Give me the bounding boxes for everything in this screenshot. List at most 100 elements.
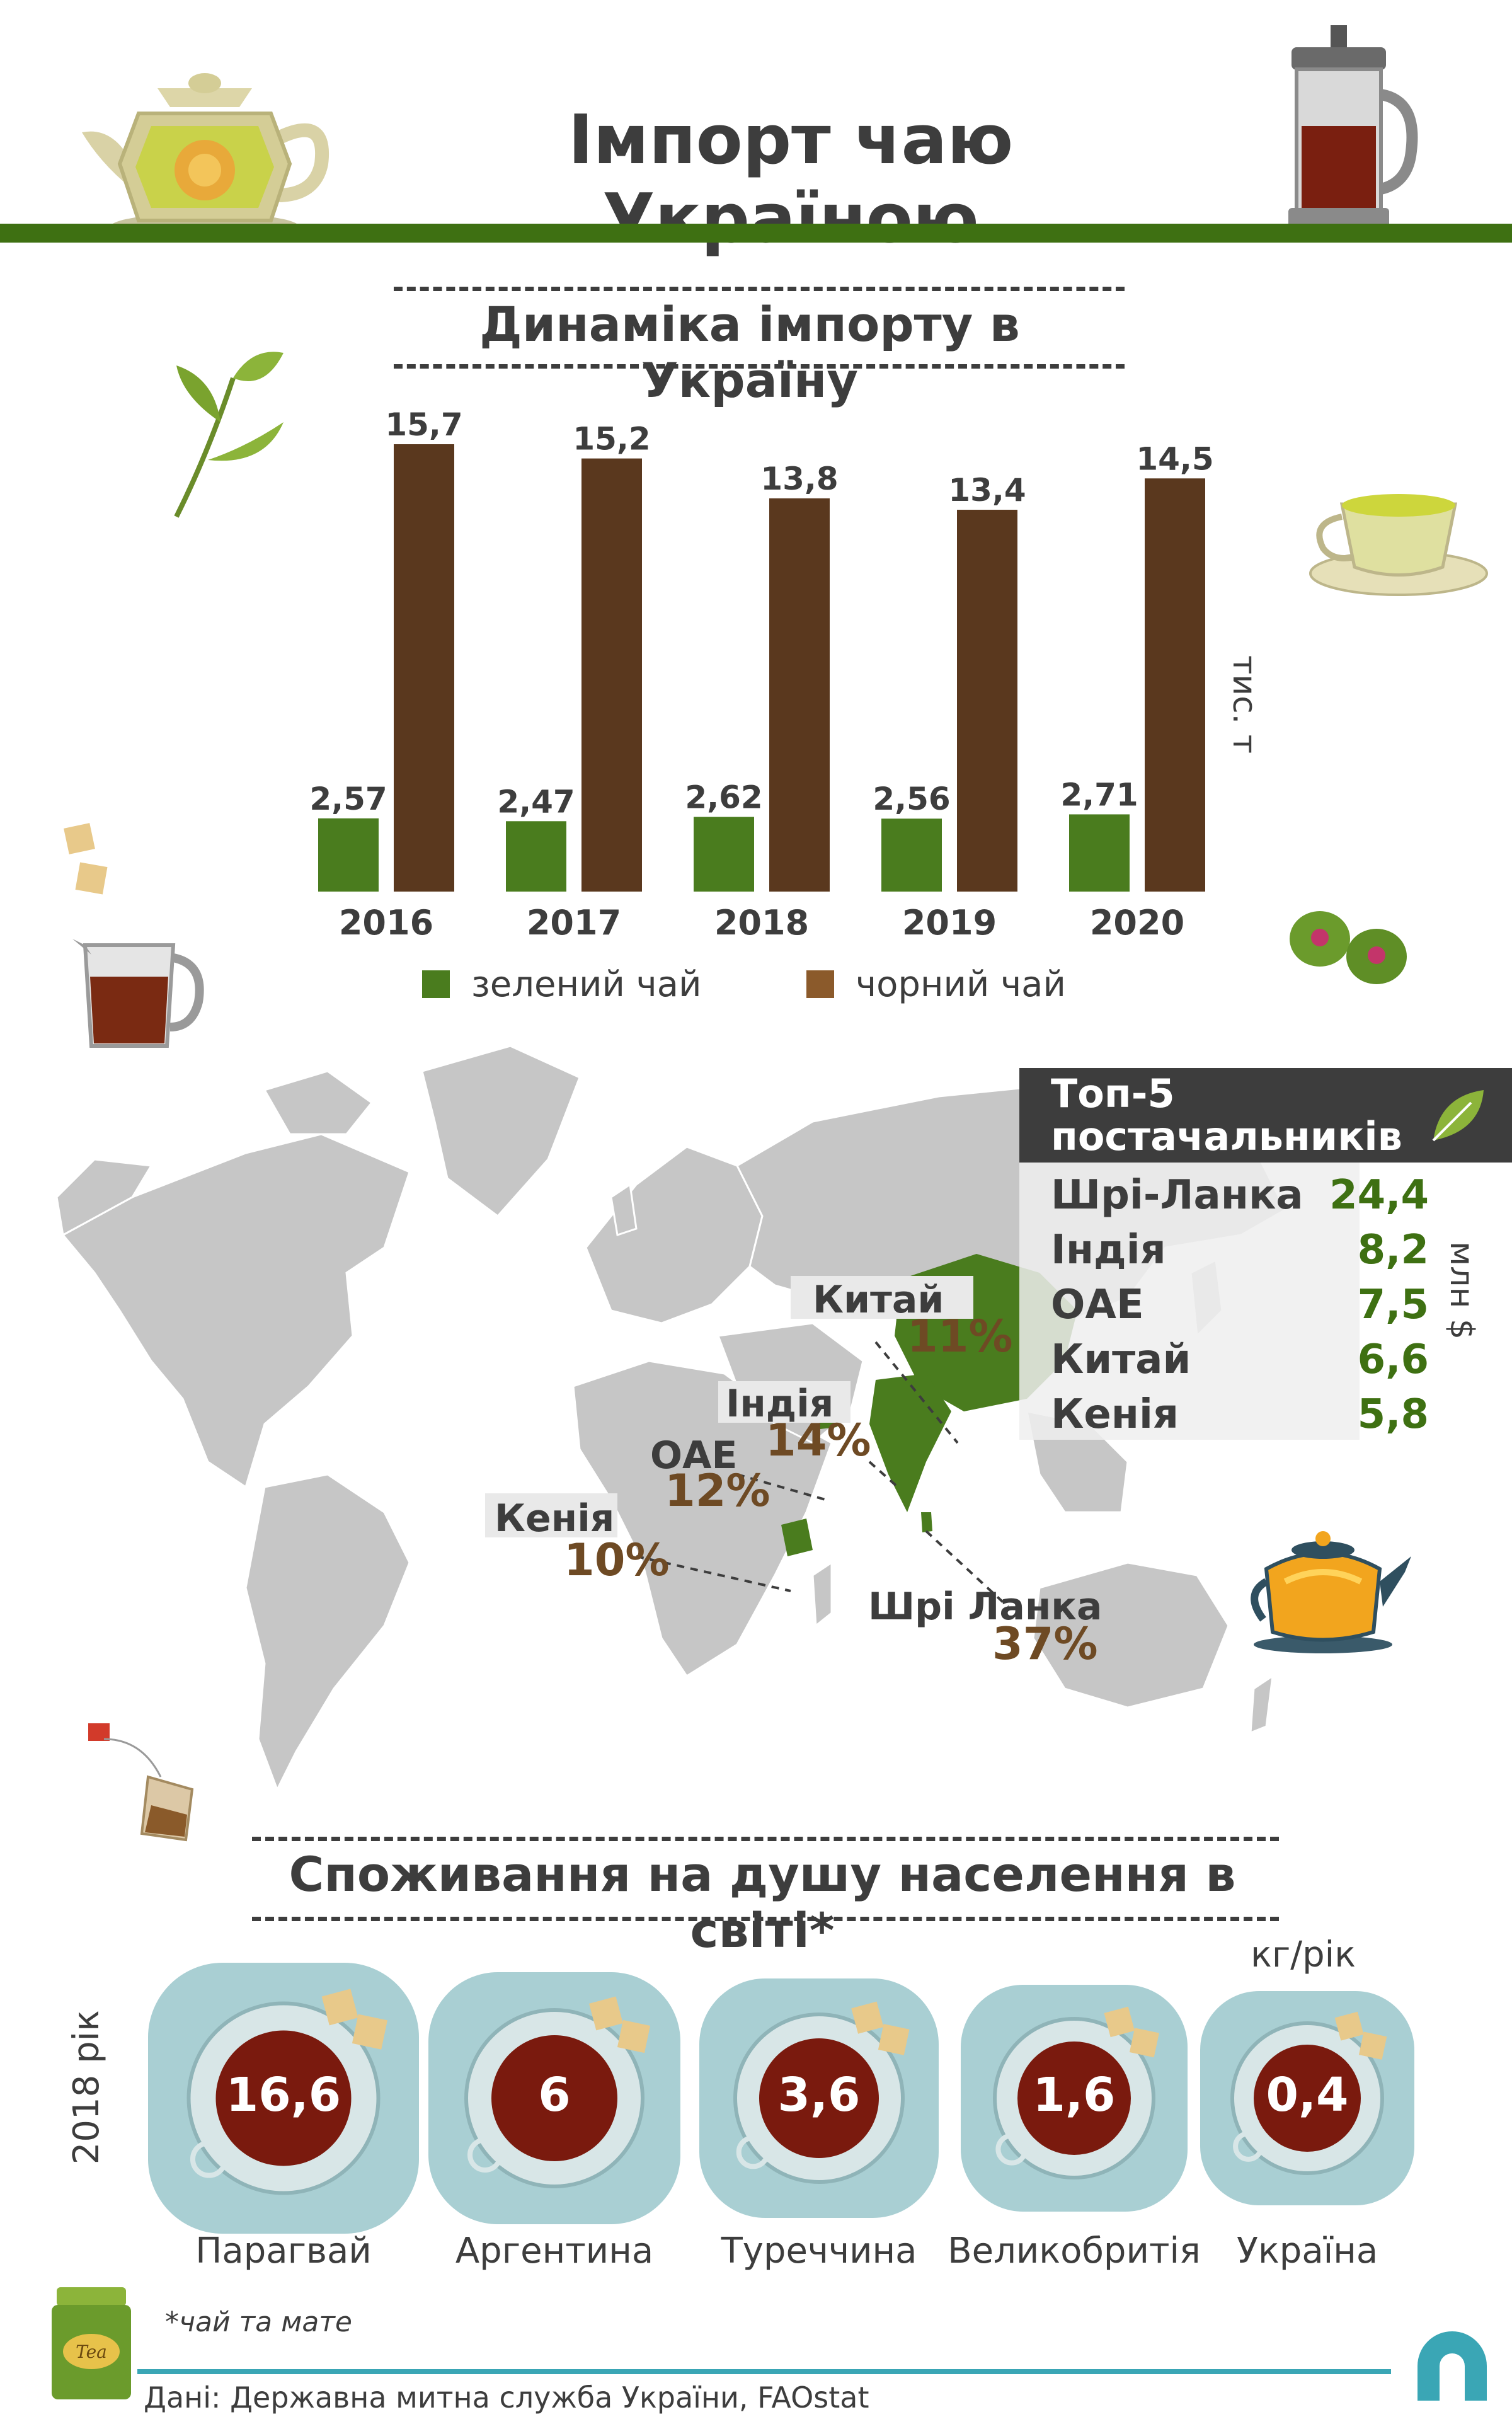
orange-teapot-icon	[1247, 1512, 1418, 1657]
tea-jug-icon	[66, 920, 211, 1065]
sri-lanka-highlight	[921, 1512, 932, 1532]
bar-green-2019	[881, 818, 942, 892]
data-label-black-2020: 14,5	[1136, 440, 1213, 477]
kenya-highlight	[781, 1519, 813, 1556]
south-america	[244, 1473, 411, 1792]
x-tick-label-2017: 2017	[527, 903, 621, 943]
leader-kenya	[636, 1555, 791, 1592]
map-country-kenya: Кенія	[495, 1496, 615, 1541]
new-zealand	[1249, 1674, 1274, 1735]
consumption-value: 16,6	[226, 2068, 341, 2122]
leader-india	[868, 1461, 899, 1488]
map-share-sri-lanka: 37%	[992, 1618, 1098, 1670]
section2-rule-top	[252, 1837, 1279, 1841]
footnote: *чай та мате	[165, 2306, 352, 2338]
section2-title: Споживання на душу населення в світі*	[289, 1846, 1236, 1958]
bar-black-2019	[957, 510, 1017, 892]
data-label-green-2016: 2,57	[309, 781, 387, 817]
greenland	[421, 1045, 581, 1218]
source-note: Дані: Державна митна служба України, FAO…	[144, 2380, 869, 2415]
leader-uae	[736, 1473, 826, 1501]
supplier-name: ОАЕ	[1051, 1282, 1144, 1328]
data-label-black-2016: 15,7	[385, 406, 462, 443]
bar-black-2018	[769, 498, 830, 892]
bar-green-2018	[694, 817, 754, 892]
teacup-icon	[1200, 1991, 1414, 2205]
tea-bag-icon	[85, 1720, 211, 1846]
consumption-value: 6	[538, 2068, 571, 2122]
supplier-row: ОАЕ 7,5	[1051, 1282, 1429, 1332]
leader-srilanka	[925, 1530, 1009, 1608]
x-tick-label-2019: 2019	[902, 903, 997, 943]
teacup-icon	[961, 1985, 1188, 2212]
legend-label-brown: чорний чай	[856, 964, 1066, 1005]
india-highlight	[869, 1374, 951, 1512]
section2-rule-bottom	[252, 1917, 1279, 1921]
legend-swatch-green	[422, 970, 450, 998]
supplier-row: Шрі-Ланка 24,4	[1051, 1172, 1429, 1222]
map-label-bg-kenya	[485, 1493, 617, 1537]
data-label-black-2017: 15,2	[573, 421, 650, 457]
tea-tin-icon: Tea	[44, 2281, 139, 2407]
chart-unit-label: тис. т	[1225, 655, 1263, 754]
bar-green-2020	[1069, 814, 1130, 892]
supplier-row: Індія 8,2	[1051, 1227, 1429, 1277]
top5-unit: млн $	[1443, 1241, 1480, 1340]
teacup-icon	[699, 1978, 939, 2218]
bar-black-2016	[394, 444, 454, 892]
map-country-uae: ОАЕ	[650, 1433, 738, 1478]
x-tick-label-2018: 2018	[714, 903, 809, 943]
teacup-icon	[148, 1963, 419, 2234]
supplier-name: Китай	[1051, 1336, 1191, 1383]
madagascar	[811, 1561, 833, 1628]
section-title: Динаміка імпорту в Україну	[479, 296, 1020, 408]
supplier-value: 5,8	[1357, 1391, 1429, 1438]
supplier-name: Шрі-Ланка	[1051, 1172, 1303, 1219]
map-share-kenya: 10%	[564, 1534, 670, 1586]
supplier-value: 8,2	[1357, 1227, 1429, 1273]
legend-swatch-brown	[806, 970, 834, 998]
top5-header	[1019, 1068, 1512, 1163]
canada-islands	[263, 1070, 374, 1135]
europe	[585, 1146, 764, 1324]
data-label-green-2018: 2,62	[685, 779, 762, 816]
map-share-india: 14%	[765, 1415, 871, 1466]
consumption-country: Україна	[1236, 2231, 1378, 2271]
teacup-icon	[428, 1972, 680, 2224]
section-title-rule-top	[394, 287, 1125, 291]
map-label-bg-india	[718, 1381, 850, 1423]
teacup-icon	[1304, 479, 1499, 599]
uk	[610, 1183, 638, 1236]
map-country-sri-lanka: Шрі Ланка	[868, 1585, 1102, 1629]
green-teapot-icon	[63, 38, 340, 246]
supplier-name: Кенія	[1051, 1391, 1179, 1438]
x-tick-label-2016: 2016	[339, 903, 433, 943]
map-label-bg-china	[791, 1276, 973, 1319]
svg-text:Tea: Tea	[76, 2341, 107, 2362]
sugar-cubes-icon	[60, 819, 117, 901]
consumption-value: 3,6	[777, 2068, 861, 2122]
data-label-green-2017: 2,47	[497, 783, 575, 820]
french-press-icon	[1254, 19, 1424, 252]
map-country-china: Китай	[813, 1278, 944, 1322]
consumption-country: Аргентина	[455, 2231, 654, 2271]
header-divider	[0, 224, 1512, 243]
australia	[1032, 1561, 1230, 1709]
consumption-value: 0,4	[1266, 2068, 1349, 2122]
tea-leaf-icon	[158, 340, 302, 523]
alaska	[57, 1158, 153, 1237]
supplier-row: Кенія 5,8	[1051, 1391, 1429, 1442]
brand-logo-icon	[1405, 2319, 1499, 2413]
north-america	[61, 1133, 411, 1489]
consumption-country: Парагвай	[195, 2231, 372, 2271]
consumption-country: Великобритія	[948, 2231, 1201, 2271]
map-country-india: Індія	[726, 1382, 834, 1426]
supplier-value: 6,6	[1357, 1336, 1429, 1383]
legend-label-green: зелений чай	[471, 964, 702, 1005]
consumption-cups: 16,6 Парагвай 6 Аргентина 3,6 Туреччина 1,6 Вел…	[0, 1953, 1512, 2281]
consumption-unit: кг/рік	[1251, 1934, 1356, 1975]
section-title-rule-bottom	[394, 364, 1125, 369]
data-label-green-2019: 2,56	[873, 781, 950, 817]
bar-black-2017	[581, 458, 642, 892]
data-label-green-2020: 2,71	[1060, 776, 1138, 813]
